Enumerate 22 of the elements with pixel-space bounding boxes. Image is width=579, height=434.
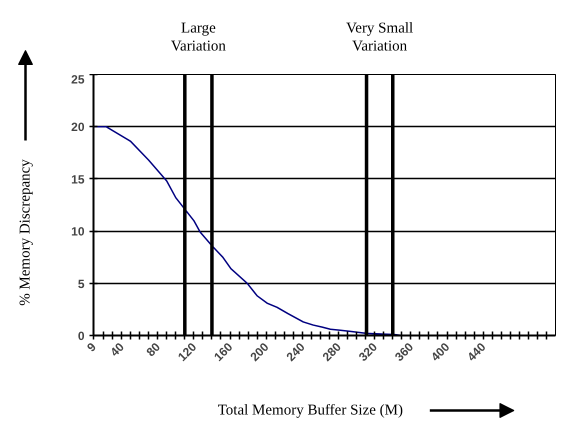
x-tick-label: 240 (284, 340, 308, 364)
y-tick-label: 10 (71, 224, 85, 239)
y-tick-label: 5 (78, 276, 85, 291)
x-tick-label: 320 (356, 340, 380, 364)
x-tick-label: 9 (84, 340, 100, 355)
x-tick-label: 120 (175, 340, 200, 364)
x-tick-label: 200 (247, 340, 272, 364)
x-tick-label: 80 (144, 340, 164, 360)
x-tick-label: 280 (320, 340, 344, 364)
x-tick-label: 160 (211, 340, 236, 364)
y-tick-label: 20 (71, 120, 85, 134)
text: Very Small Variation (346, 20, 414, 54)
y-tick-label: 0 (78, 329, 85, 343)
text: Large Variation (170, 20, 226, 54)
y-axis-title: % Memory Discrepancy (18, 158, 34, 306)
y-tick-label: 25 (71, 72, 85, 86)
x-axis-title: Total Memory Buffer Size (M) (218, 402, 403, 418)
y-tick-label: 15 (71, 172, 85, 186)
x-tick-label: 440 (464, 340, 489, 364)
x-tick-label: 400 (428, 340, 453, 364)
x-tick-label: 40 (107, 340, 128, 360)
x-tick-label: 360 (392, 340, 416, 364)
